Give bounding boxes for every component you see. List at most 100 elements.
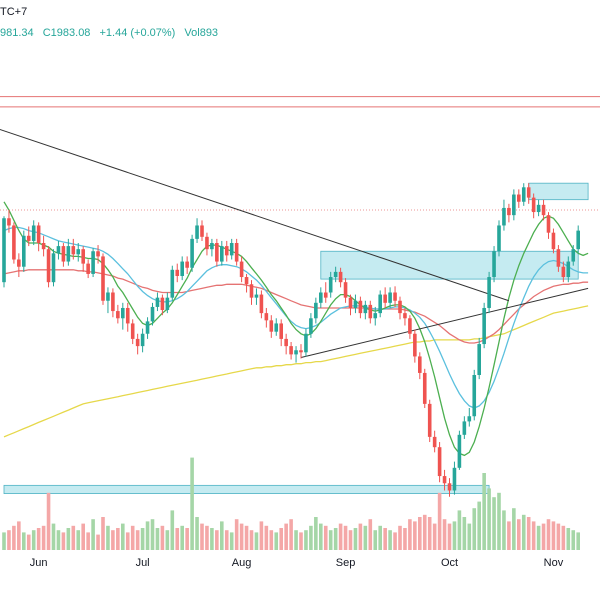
- candle-body: [551, 232, 556, 250]
- candle-body: [125, 307, 130, 324]
- volume-bar: [413, 521, 417, 550]
- candle-body: [22, 235, 26, 267]
- candle-body: [224, 246, 229, 256]
- volume-bar: [175, 528, 180, 550]
- candle-body: [566, 261, 571, 278]
- candle-body: [388, 292, 392, 303]
- candle-body: [383, 294, 387, 303]
- zone-rect: [528, 182, 589, 201]
- x-axis-label: Sep: [336, 557, 356, 569]
- candle-body: [442, 476, 447, 484]
- candle-body: [71, 246, 76, 255]
- candle-body: [289, 346, 293, 355]
- candle-body: [185, 261, 189, 268]
- volume-bar: [541, 523, 546, 550]
- ma-mid-line: [3, 226, 589, 409]
- candle-body: [254, 294, 259, 298]
- candle-body: [249, 284, 254, 298]
- candle-body: [160, 297, 165, 311]
- volume-bar: [507, 521, 511, 550]
- candle-body: [274, 323, 279, 332]
- candle-body: [135, 338, 140, 347]
- candle-body: [239, 261, 244, 278]
- candle-body: [373, 313, 378, 319]
- volume-bar: [145, 521, 150, 550]
- candle-body: [398, 300, 402, 314]
- candle-body: [482, 307, 486, 345]
- volume-bar: [140, 528, 145, 550]
- candle-body: [101, 256, 105, 301]
- volume-bar: [12, 525, 16, 550]
- close-value: C1983.08: [42, 27, 91, 39]
- candle-body: [41, 243, 46, 250]
- volume-bar: [521, 514, 526, 550]
- volume-bar: [121, 523, 125, 550]
- candle-body: [170, 269, 175, 298]
- candle-body: [546, 215, 551, 233]
- candle-body: [541, 204, 546, 216]
- volume-bar: [457, 510, 462, 550]
- volume-bar: [101, 517, 105, 550]
- volume-bar: [31, 530, 36, 550]
- candle-body: [121, 307, 125, 319]
- volume-bar: [26, 534, 31, 550]
- volume-bar: [398, 525, 402, 550]
- volume-bar: [36, 528, 41, 550]
- volume-bar: [422, 514, 427, 550]
- volume-bar: [571, 530, 576, 550]
- volume-bar: [200, 523, 204, 550]
- volume-bar: [556, 523, 561, 550]
- candle-body: [408, 318, 412, 334]
- volume-bar: [368, 519, 373, 550]
- volume-bar: [492, 497, 496, 550]
- candle-body: [502, 207, 506, 226]
- candle-body: [269, 320, 274, 332]
- candle-body: [56, 246, 61, 254]
- volume-bar: [81, 523, 85, 550]
- candle-body: [309, 318, 313, 334]
- volume-bar: [224, 530, 229, 550]
- candle-body: [220, 246, 224, 262]
- candle-body: [175, 269, 180, 276]
- candle-body: [76, 249, 81, 255]
- volume-bar: [314, 517, 318, 550]
- candle-body: [487, 277, 491, 308]
- candle-body: [200, 225, 204, 237]
- volume-bar: [333, 528, 338, 550]
- volume-bar: [160, 525, 165, 550]
- candle-body: [210, 243, 214, 250]
- x-axis-label: Jun: [30, 557, 48, 569]
- volume-bar: [106, 525, 110, 550]
- candle-body: [452, 467, 457, 491]
- volume-bar: [383, 528, 387, 550]
- candle-body: [61, 246, 66, 262]
- volume-bar: [477, 501, 481, 550]
- volume-bar: [566, 528, 571, 550]
- candle-body: [432, 436, 437, 448]
- trendline: [0, 128, 510, 302]
- candle-body: [521, 187, 526, 202]
- candle-body: [457, 434, 462, 468]
- volume-bar: [185, 528, 189, 550]
- volume-bar: [130, 525, 135, 550]
- candle-body: [393, 292, 397, 301]
- candle-body: [51, 253, 56, 283]
- volume-bar: [546, 519, 551, 550]
- volume-bar: [338, 523, 343, 550]
- candle-body: [244, 277, 249, 285]
- candle-body: [111, 292, 115, 312]
- candle-body: [536, 204, 541, 213]
- volume-bar: [427, 517, 432, 550]
- candle-body: [190, 238, 194, 268]
- candle-body: [462, 421, 467, 435]
- volume-bar: [561, 525, 566, 550]
- candle-body: [106, 292, 110, 301]
- candle-body: [205, 236, 209, 250]
- candle-body: [526, 187, 531, 198]
- volume-bar: [289, 519, 293, 550]
- candle-body: [368, 304, 373, 319]
- volume-bar: [279, 528, 283, 550]
- x-axis-label: Oct: [441, 557, 458, 569]
- candle-body: [7, 218, 11, 226]
